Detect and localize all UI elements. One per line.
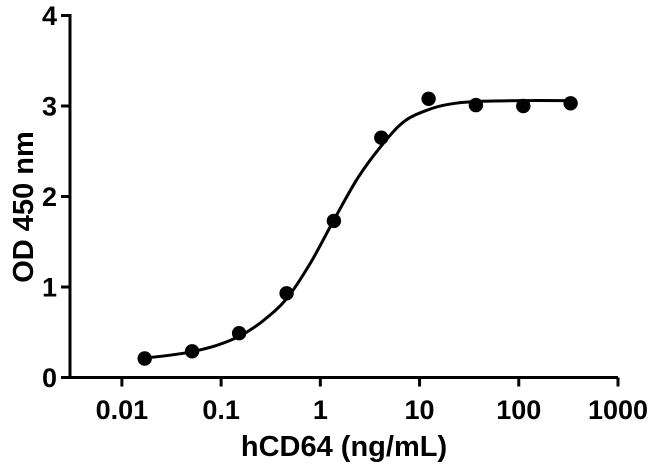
axes: 0 1 2 3 4 0.01 0.1 1 10 100 1000 <box>42 1 648 425</box>
data-point <box>516 98 531 114</box>
data-point <box>231 326 247 341</box>
x-tick-label: 0.1 <box>202 395 240 425</box>
x-axis-title: hCD64 (ng/mL) <box>241 431 447 463</box>
axis-spine <box>68 14 618 379</box>
data-point <box>468 97 484 113</box>
data-point <box>374 130 389 145</box>
x-tick-label: 0.01 <box>96 395 149 425</box>
y-tick-label: 2 <box>42 182 57 212</box>
data-point <box>421 91 436 107</box>
data-point <box>563 96 578 111</box>
x-tick-label: 1 <box>313 395 328 425</box>
fit-curve <box>143 99 573 360</box>
x-tick-label: 1000 <box>588 395 648 425</box>
y-axis-title: OD 450 nm <box>8 131 40 283</box>
data-points-layer <box>137 91 578 366</box>
axis-titles: hCD64 (ng/mL) OD 450 nm <box>8 131 447 463</box>
data-point <box>184 344 200 359</box>
x-tick-label: 100 <box>496 395 541 425</box>
data-point <box>279 286 294 301</box>
fit-curve-layer <box>143 99 573 360</box>
y-tick-label: 1 <box>42 273 57 303</box>
x-tick-label: 10 <box>405 395 435 425</box>
data-point <box>137 351 152 366</box>
y-tick-label: 4 <box>42 1 57 31</box>
data-point <box>326 213 342 229</box>
y-tick-label: 0 <box>42 363 57 393</box>
y-tick-label: 3 <box>42 92 57 122</box>
